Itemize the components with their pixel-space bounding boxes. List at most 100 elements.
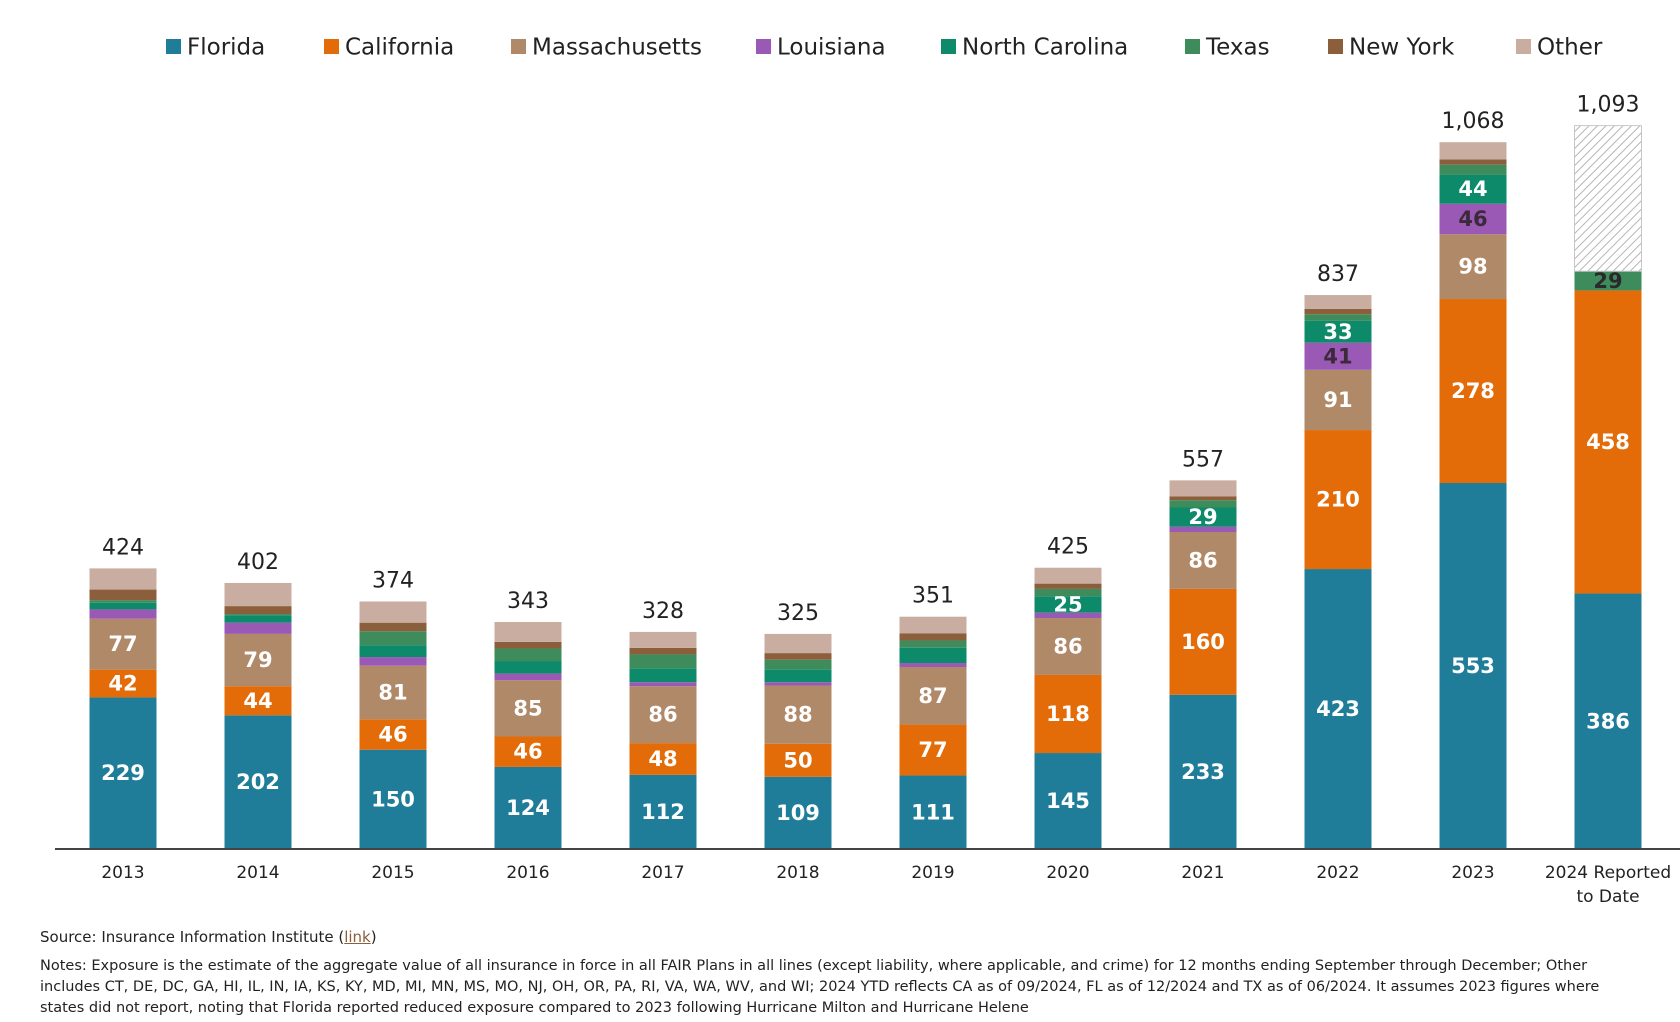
bar-segment — [494, 648, 562, 662]
total-label: 402 — [237, 550, 279, 575]
legend-swatch — [166, 39, 181, 54]
x-tick-label: 2024 Reported to Date — [1544, 863, 1672, 907]
bar-segment — [359, 601, 427, 623]
bar-segment — [359, 719, 427, 750]
bar-segment — [1439, 483, 1507, 849]
bar-segment — [1304, 314, 1372, 321]
bar-segment — [1304, 308, 1372, 315]
bar-segment — [899, 640, 967, 648]
bar-segment — [494, 661, 562, 674]
x-tick-label: 2022 — [1316, 863, 1360, 883]
bar-segment — [89, 589, 157, 601]
data-label: 48 — [648, 747, 677, 771]
bar-segment — [629, 774, 697, 849]
data-label: 86 — [648, 703, 677, 727]
chart: Florida California Massachusetts Louisiana N… — [55, 35, 1680, 850]
data-label: 29 — [1593, 269, 1622, 293]
data-label: 77 — [918, 738, 947, 762]
legend-swatch — [756, 39, 771, 54]
data-label: 25 — [1053, 592, 1082, 616]
data-label: 423 — [1316, 697, 1360, 721]
bar-segment — [224, 614, 292, 616]
notes: Notes: Exposure is the estimate of the a… — [40, 958, 1600, 1016]
data-label: 44 — [243, 689, 272, 713]
source-link[interactable]: link — [344, 928, 371, 946]
x-tick-label: 2023 — [1451, 863, 1495, 883]
bar-segment — [899, 647, 967, 664]
data-label: 44 — [1458, 177, 1487, 201]
legend-label: California — [345, 35, 454, 61]
x-tick-label: 2015 — [371, 863, 415, 883]
bar-segment — [89, 697, 157, 849]
bar-segment — [1169, 507, 1237, 527]
data-label: 50 — [783, 748, 812, 772]
x-tick-label: 2020 — [1046, 863, 1090, 883]
reported-remainder — [1574, 125, 1642, 272]
bar-segment — [764, 669, 832, 683]
data-label: 458 — [1586, 430, 1630, 454]
bar-segment — [1439, 203, 1507, 235]
total-label: 1,068 — [1442, 109, 1505, 134]
bar-segment — [1034, 674, 1102, 754]
bar-segment — [224, 615, 292, 623]
bar-segment — [1439, 164, 1507, 175]
bar-segment — [629, 654, 697, 669]
data-label: 33 — [1323, 320, 1352, 344]
data-label: 124 — [506, 796, 550, 820]
bar-segment — [494, 766, 562, 849]
bar-segment — [1169, 500, 1237, 508]
bar-segment — [899, 663, 967, 667]
bar-segment — [1034, 588, 1102, 597]
bar-segment — [899, 724, 967, 776]
bar-segment — [629, 686, 697, 744]
data-label: 29 — [1188, 505, 1217, 529]
data-label: 112 — [641, 800, 685, 824]
legend-label: Louisiana — [777, 35, 886, 61]
bar-segment — [1034, 583, 1102, 589]
bar-segment — [89, 568, 157, 590]
legend-label: Massachusetts — [532, 35, 702, 61]
data-label: 87 — [918, 684, 947, 708]
bar-segment — [1304, 295, 1372, 309]
bar-segment — [1439, 299, 1507, 484]
x-tick-label: 2019 — [911, 863, 955, 883]
data-label: 86 — [1053, 634, 1082, 658]
bar-segment — [1574, 290, 1642, 594]
x-tick-label: 2021 — [1181, 863, 1225, 883]
bar-segment — [224, 686, 292, 716]
bar-segment — [224, 582, 292, 607]
bar-segment — [359, 645, 427, 658]
legend-swatch — [1516, 39, 1531, 54]
total-label: 425 — [1047, 535, 1089, 560]
bar-segment — [1574, 271, 1642, 291]
data-label: 46 — [378, 723, 407, 747]
bar-segment — [764, 743, 832, 777]
bar-segment — [1439, 234, 1507, 300]
bar-segment — [359, 657, 427, 666]
total-label: 374 — [372, 568, 414, 593]
data-label: 42 — [108, 672, 137, 696]
data-label: 553 — [1451, 654, 1495, 678]
legend-swatch — [324, 39, 339, 54]
bar-segment — [764, 685, 832, 744]
bar-segment — [764, 682, 832, 686]
bar-segment — [764, 659, 832, 670]
bar-segment — [89, 618, 157, 670]
bar-segment — [224, 622, 292, 634]
bar-segment — [1034, 596, 1102, 613]
bar-segment — [1439, 159, 1507, 165]
total-label: 837 — [1317, 262, 1359, 287]
data-label: 202 — [236, 770, 280, 794]
bar-segment — [1169, 588, 1237, 695]
bar-segment — [1439, 174, 1507, 204]
bar-segment — [359, 749, 427, 849]
data-label: 386 — [1586, 709, 1630, 733]
bar-segment — [764, 653, 832, 660]
bar-segment — [629, 682, 697, 687]
bar-segment — [764, 776, 832, 849]
data-label: 109 — [776, 801, 820, 825]
bar-segment — [1169, 531, 1237, 589]
bar-segment — [899, 616, 967, 634]
total-label: 557 — [1182, 447, 1224, 472]
data-label: 46 — [1458, 207, 1487, 231]
